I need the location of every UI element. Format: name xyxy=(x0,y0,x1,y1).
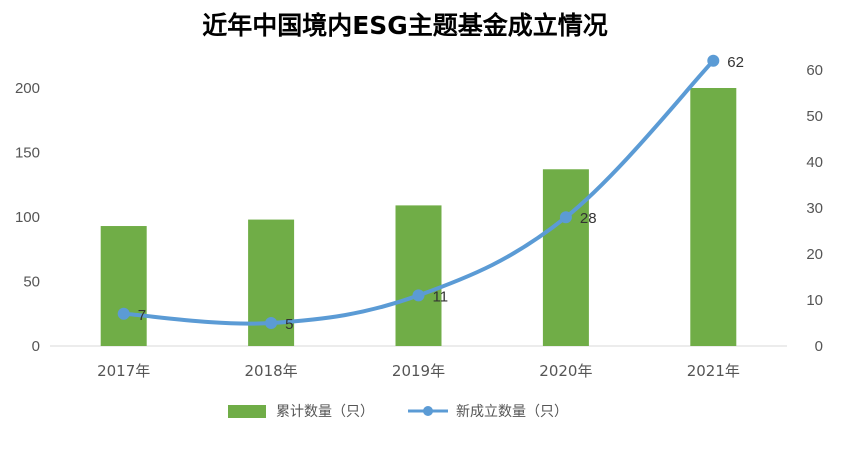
line-point-3 xyxy=(559,211,572,224)
bar-4 xyxy=(690,88,737,346)
line-data-label: 11 xyxy=(433,288,449,305)
x-tick-label: 2017年 xyxy=(97,362,150,380)
line-data-label: 7 xyxy=(138,307,146,324)
right-tick-label: 60 xyxy=(806,62,823,79)
left-tick-label: 50 xyxy=(23,274,40,291)
bar-series xyxy=(100,88,737,346)
left-tick-label: 100 xyxy=(15,209,40,226)
x-tick-label: 2021年 xyxy=(687,362,740,380)
bar-0 xyxy=(100,226,147,346)
right-tick-label: 40 xyxy=(806,154,823,171)
line-data-label: 62 xyxy=(727,54,744,71)
right-tick-label: 0 xyxy=(815,338,823,355)
legend: 累计数量（只） 新成立数量（只） xyxy=(228,404,568,420)
right-tick-label: 20 xyxy=(806,246,823,263)
x-axis: 2017年 2018年 2019年 2020年 2021年 xyxy=(97,362,740,380)
line-point-0 xyxy=(117,307,130,320)
bar-3 xyxy=(542,169,589,346)
line-series: 7 5 11 28 62 xyxy=(117,54,744,333)
chart-title: 近年中国境内ESG主题基金成立情况 xyxy=(202,11,608,40)
line-point-1 xyxy=(265,317,278,329)
right-tick-label: 30 xyxy=(806,200,823,217)
legend-label-bar: 累计数量（只） xyxy=(276,404,374,420)
x-tick-label: 2018年 xyxy=(245,362,298,380)
bar-2 xyxy=(395,205,442,346)
legend-label-line: 新成立数量（只） xyxy=(456,404,568,420)
right-axis: 0 10 20 30 40 50 60 xyxy=(806,62,823,355)
legend-swatch-marker xyxy=(423,406,433,416)
left-tick-label: 0 xyxy=(32,338,40,355)
right-tick-label: 50 xyxy=(806,108,823,125)
right-tick-label: 10 xyxy=(806,292,823,309)
line-point-4 xyxy=(707,54,720,67)
left-tick-label: 200 xyxy=(15,80,40,97)
line-data-label: 28 xyxy=(580,210,597,227)
left-tick-label: 150 xyxy=(15,145,40,162)
line-data-label: 5 xyxy=(285,316,293,333)
line-point-2 xyxy=(412,289,425,302)
x-tick-label: 2020年 xyxy=(539,362,592,380)
left-axis: 0 50 100 150 200 xyxy=(15,80,40,355)
x-tick-label: 2019年 xyxy=(392,362,445,380)
legend-swatch-bar xyxy=(228,405,266,418)
